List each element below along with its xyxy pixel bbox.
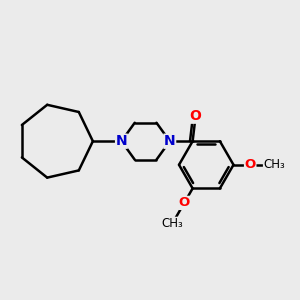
Text: N: N (164, 134, 176, 148)
Text: CH₃: CH₃ (161, 217, 183, 230)
Text: O: O (244, 158, 256, 171)
Text: N: N (116, 134, 127, 148)
Text: O: O (179, 196, 190, 209)
Text: CH₃: CH₃ (263, 158, 285, 171)
Text: O: O (189, 109, 201, 123)
